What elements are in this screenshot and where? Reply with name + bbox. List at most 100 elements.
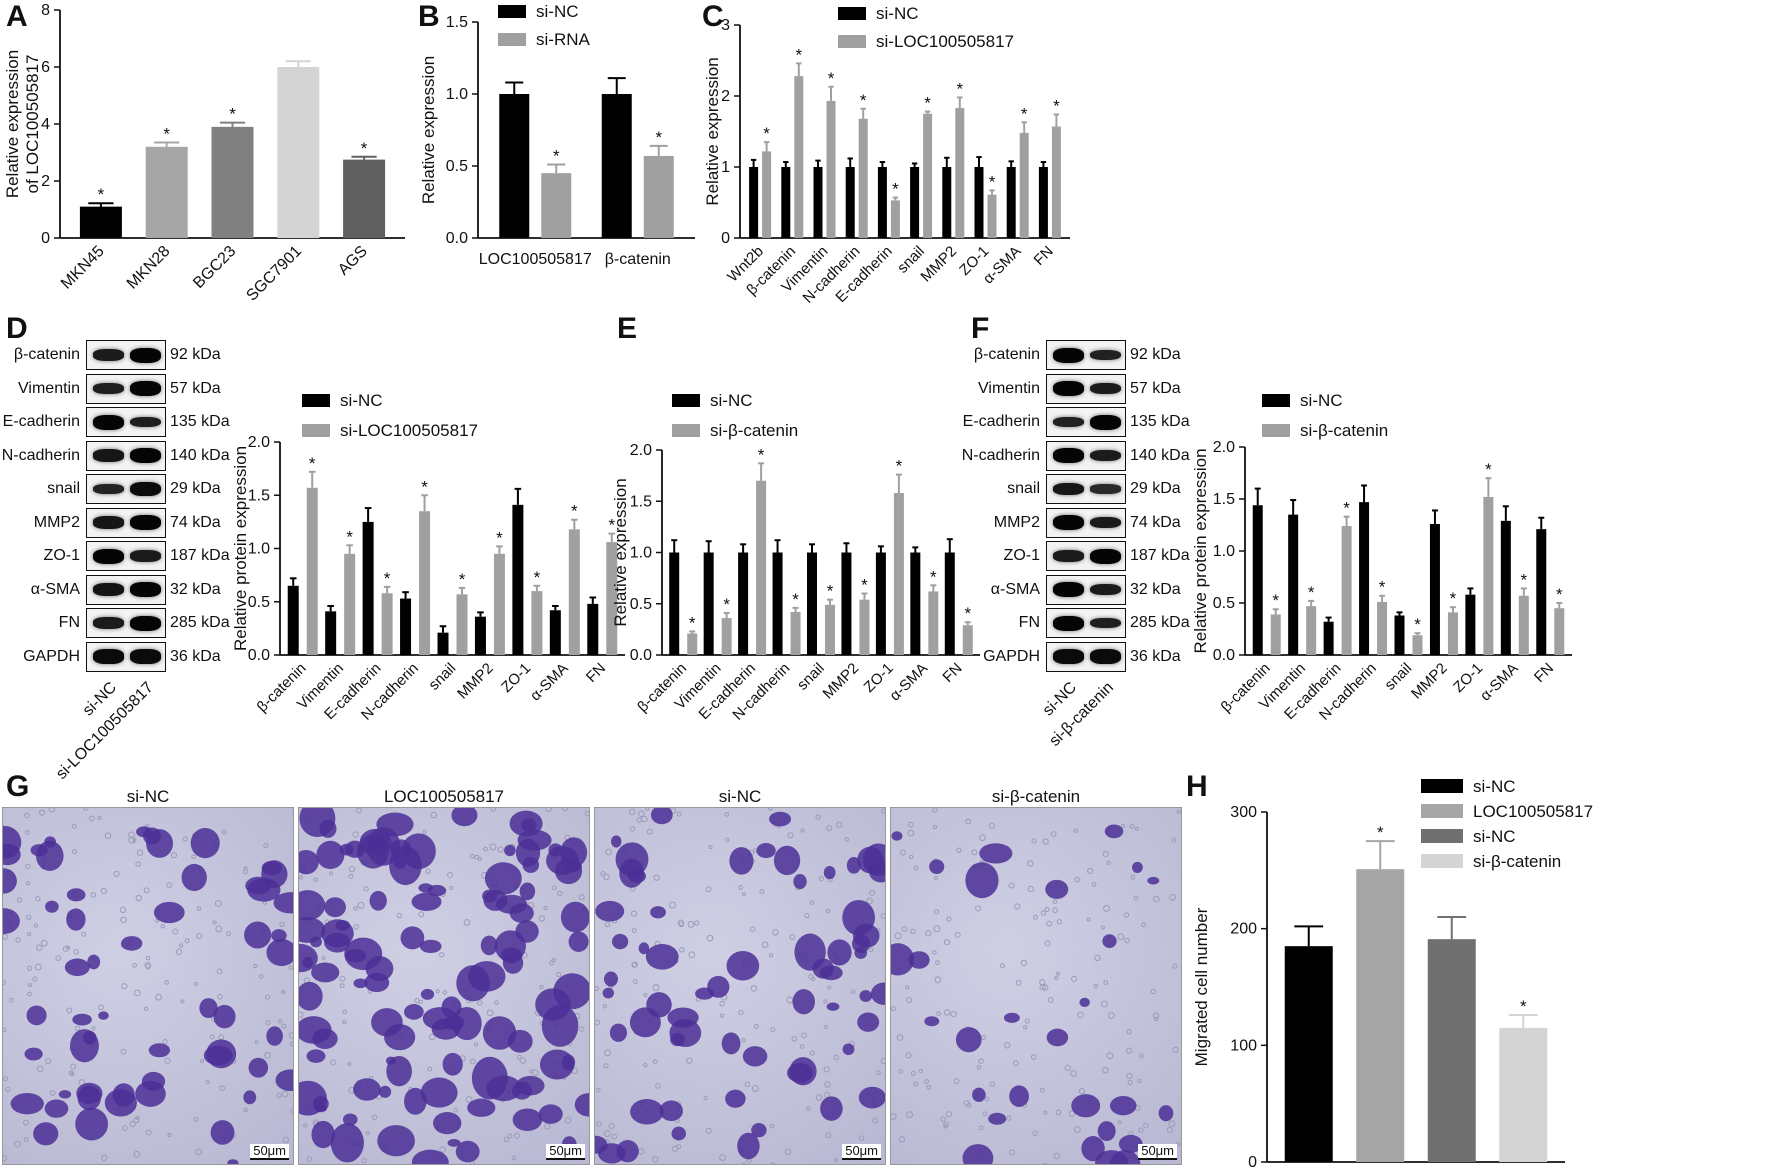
membrane-pore bbox=[1071, 975, 1078, 982]
stained-cell bbox=[420, 988, 435, 1000]
membrane-pore bbox=[655, 1083, 661, 1089]
membrane-pore bbox=[128, 831, 136, 839]
bar bbox=[1341, 526, 1352, 655]
significance-star: * bbox=[1450, 589, 1457, 608]
y-tick-label: 4 bbox=[41, 116, 50, 133]
membrane-pore bbox=[74, 1025, 81, 1031]
molecular-weight-label: 187 kDa bbox=[170, 547, 230, 564]
membrane-pore bbox=[1012, 1060, 1019, 1067]
membrane-pore bbox=[135, 894, 142, 902]
membrane-pore bbox=[193, 981, 199, 987]
membrane-pore bbox=[894, 932, 902, 940]
membrane-pore bbox=[1126, 1073, 1133, 1080]
protein-band bbox=[93, 349, 124, 361]
membrane-pore bbox=[943, 1009, 951, 1016]
membrane-pore bbox=[3, 933, 8, 940]
membrane-pore bbox=[195, 1148, 203, 1156]
membrane-pore bbox=[1117, 933, 1125, 941]
membrane-pore bbox=[637, 1148, 645, 1155]
stained-cell bbox=[846, 857, 861, 874]
membrane-pore bbox=[844, 837, 850, 842]
membrane-pore bbox=[1033, 914, 1038, 920]
membrane-pore bbox=[1143, 1122, 1149, 1129]
bar bbox=[974, 167, 984, 238]
molecular-weight-label: 29 kDa bbox=[1130, 480, 1181, 497]
bar bbox=[962, 625, 973, 655]
membrane-pore bbox=[1101, 1066, 1109, 1074]
category-label: MMP2 bbox=[454, 660, 497, 703]
bar bbox=[1429, 523, 1440, 655]
membrane-pore bbox=[119, 906, 127, 914]
membrane-pore bbox=[1166, 1126, 1173, 1133]
membrane-pore bbox=[741, 1162, 746, 1164]
molecular-weight-label: 29 kDa bbox=[170, 480, 221, 497]
stained-cell bbox=[609, 1023, 628, 1042]
membrane-pore bbox=[1107, 1012, 1115, 1019]
significance-star: * bbox=[1343, 499, 1350, 518]
protein-band bbox=[93, 449, 124, 462]
membrane-pore bbox=[121, 1125, 128, 1131]
category-label: MMP2 bbox=[917, 243, 960, 286]
bar bbox=[362, 521, 374, 655]
protein-band bbox=[93, 649, 124, 664]
bar bbox=[669, 552, 680, 655]
membrane-pore bbox=[27, 991, 32, 997]
stained-cell bbox=[121, 936, 143, 951]
category-label: α-SMA bbox=[1477, 660, 1522, 705]
bar bbox=[531, 591, 543, 655]
significance-star: * bbox=[792, 590, 799, 609]
membrane-pore bbox=[23, 1137, 29, 1142]
membrane-pore bbox=[361, 1157, 367, 1164]
membrane-pore bbox=[144, 1006, 149, 1011]
membrane-pore bbox=[1091, 881, 1097, 887]
membrane-pore bbox=[155, 918, 160, 923]
significance-star: * bbox=[896, 457, 903, 476]
membrane-pore bbox=[640, 815, 648, 823]
blot-strip bbox=[86, 641, 166, 672]
bar bbox=[145, 146, 188, 238]
bar bbox=[456, 594, 468, 655]
stained-cell bbox=[393, 856, 407, 869]
membrane-pore bbox=[328, 871, 334, 876]
stained-cell bbox=[870, 982, 885, 1005]
y-tick-label: 0.0 bbox=[248, 647, 270, 664]
stained-cell bbox=[411, 892, 442, 911]
legend-label: si-NC bbox=[1473, 777, 1516, 796]
bar bbox=[910, 552, 921, 655]
membrane-pore bbox=[503, 1136, 510, 1143]
membrane-pore bbox=[789, 934, 796, 940]
membrane-pore bbox=[1054, 975, 1059, 981]
stained-cell bbox=[742, 1046, 768, 1067]
bar bbox=[1019, 132, 1029, 238]
membrane-pore bbox=[868, 947, 874, 953]
protein-band bbox=[93, 548, 124, 564]
membrane-pore bbox=[299, 1011, 304, 1018]
bar bbox=[738, 552, 749, 655]
blot-protein-label: E-cadherin bbox=[2, 413, 80, 430]
stained-cell bbox=[854, 947, 868, 959]
membrane-pore bbox=[353, 906, 358, 911]
significance-star: * bbox=[229, 105, 236, 124]
membrane-pore bbox=[442, 990, 448, 995]
membrane-pore bbox=[945, 1111, 953, 1118]
membrane-pore bbox=[1169, 893, 1176, 901]
y-tick-label: 1.5 bbox=[1213, 491, 1235, 508]
stained-cell bbox=[314, 1104, 328, 1113]
bar bbox=[211, 126, 254, 238]
scale-bar: 50μm bbox=[1138, 1144, 1177, 1160]
membrane-pore bbox=[809, 900, 815, 905]
bar bbox=[1518, 595, 1529, 655]
membrane-pore bbox=[768, 953, 774, 958]
blot-strip bbox=[1046, 608, 1126, 638]
membrane-pore bbox=[1086, 917, 1091, 922]
membrane-pore bbox=[761, 941, 769, 949]
membrane-pore bbox=[1152, 895, 1160, 903]
protein-band bbox=[93, 483, 124, 495]
membrane-pore bbox=[908, 854, 914, 860]
bar bbox=[875, 552, 886, 655]
membrane-pore bbox=[313, 877, 318, 883]
membrane-pore bbox=[463, 919, 471, 926]
membrane-pore bbox=[1130, 874, 1136, 880]
membrane-pore bbox=[630, 910, 638, 917]
chart-h-migrated-cells: 0 100 200 300 Migrated cell number * * si-NC LOC… bbox=[1192, 777, 1593, 1170]
